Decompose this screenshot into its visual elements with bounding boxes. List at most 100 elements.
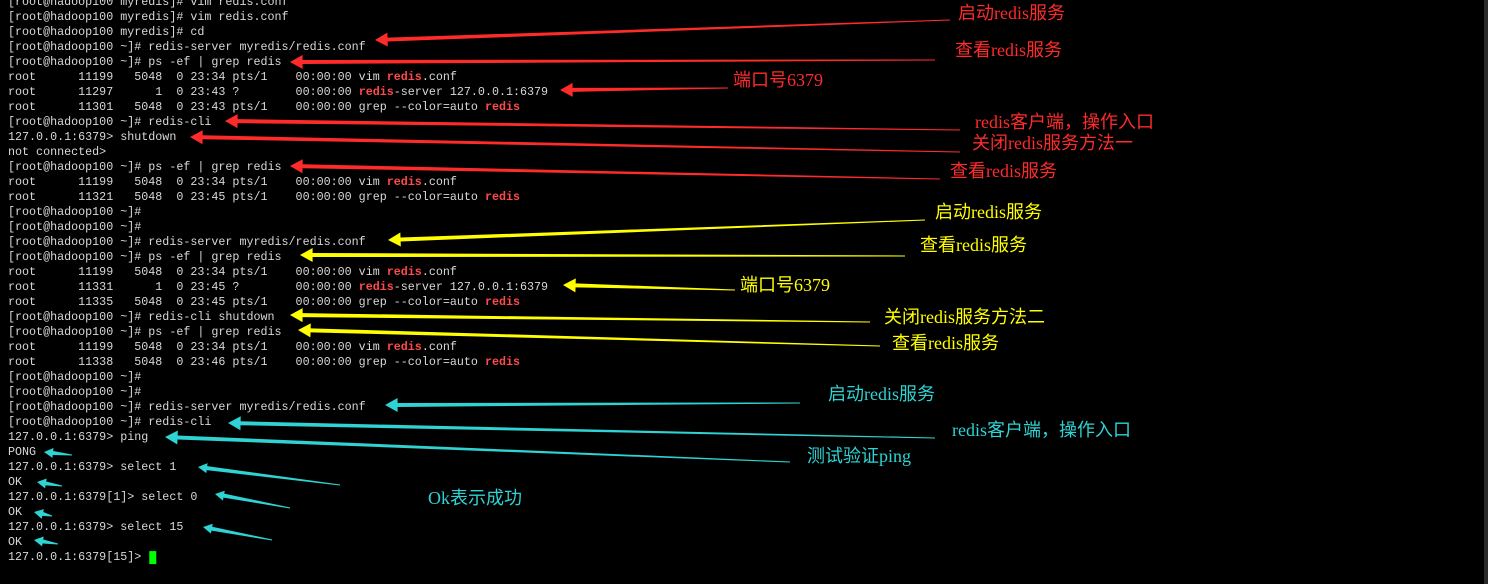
line-text: -server 127.0.0.1:6379 — [394, 85, 548, 99]
highlight: redis — [359, 280, 394, 294]
terminal-line: [root@hadoop100 ~]# redis-cli — [8, 115, 211, 129]
terminal-line: 127.0.0.1:6379[1]> select 0 — [8, 490, 197, 504]
line-text: root 11331 1 0 23:45 ? 00:00:00 — [8, 280, 359, 294]
highlight: redis — [359, 85, 394, 99]
arrow — [215, 490, 291, 509]
line-text: [root@hadoop100 ~]# redis-cli shutdown — [8, 310, 275, 324]
terminal-line: root 11199 5048 0 23:34 pts/1 00:00:00 v… — [8, 340, 457, 354]
terminal-line: [root@hadoop100 myredis]# vim redis.conf — [8, 10, 289, 24]
annotation: 查看redis服务 — [892, 333, 999, 353]
line-text: root 11335 5048 0 23:45 pts/1 00:00:00 g… — [8, 295, 485, 309]
terminal-line: [root@hadoop100 ~]# ps -ef | grep redis — [8, 160, 282, 174]
line-text: OK — [8, 535, 22, 549]
terminal-line: [root@hadoop100 myredis]# cd — [8, 25, 204, 39]
line-text: 127.0.0.1:6379[1]> select 0 — [8, 490, 197, 504]
terminal-line: 127.0.0.1:6379> shutdown — [8, 130, 176, 144]
line-text: 127.0.0.1:6379[15]> — [8, 550, 148, 564]
annotation: 端口号6379 — [733, 70, 823, 90]
line-text: [root@hadoop100 myredis]# vim redis.conf — [8, 0, 289, 9]
terminal-line: OK — [8, 535, 22, 549]
terminal-line: 127.0.0.1:6379> select 15 — [8, 520, 183, 534]
annotation: 关闭redis服务方法一 — [972, 133, 1133, 153]
line-text: OK — [8, 475, 22, 489]
line-text: [root@hadoop100 ~]# redis-server myredis… — [8, 235, 366, 249]
terminal-line: [root@hadoop100 myredis]# vim redis.conf — [8, 0, 289, 9]
line-text: [root@hadoop100 ~]# ps -ef | grep redis — [8, 55, 282, 69]
terminal-line: root 11301 5048 0 23:43 pts/1 00:00:00 g… — [8, 100, 520, 114]
terminal-line: 127.0.0.1:6379[15]> — [8, 550, 148, 564]
line-text: 127.0.0.1:6379> select 1 — [8, 460, 176, 474]
terminal-line: [root@hadoop100 ~]# ps -ef | grep redis — [8, 325, 282, 339]
line-text: [root@hadoop100 myredis]# vim redis.conf — [8, 10, 289, 24]
line-text: .conf — [422, 70, 457, 84]
line-text: root 11199 5048 0 23:34 pts/1 00:00:00 v… — [8, 265, 387, 279]
line-text: [root@hadoop100 ~]# — [8, 220, 141, 234]
line-text: not connected> — [8, 145, 106, 159]
annotation: 启动redis服务 — [958, 3, 1065, 23]
terminal-line: root 11335 5048 0 23:45 pts/1 00:00:00 g… — [8, 295, 520, 309]
arrow — [44, 447, 73, 458]
terminal-line: root 11199 5048 0 23:34 pts/1 00:00:00 v… — [8, 265, 457, 279]
terminal-line: [root@hadoop100 ~]# — [8, 220, 141, 234]
arrow — [563, 278, 736, 293]
annotation: 查看redis服务 — [920, 235, 1027, 255]
terminal-line: [root@hadoop100 ~]# — [8, 205, 141, 219]
annotation: redis客户端，操作入口 — [975, 112, 1154, 132]
arrow — [228, 416, 936, 439]
terminal-line: PONG — [8, 445, 36, 459]
line-text: .conf — [422, 340, 457, 354]
arrow — [37, 478, 63, 489]
line-text: root 11199 5048 0 23:34 pts/1 00:00:00 v… — [8, 175, 387, 189]
line-text: [root@hadoop100 ~]# redis-server myredis… — [8, 400, 366, 414]
arrow — [225, 114, 961, 131]
terminal-line: not connected> — [8, 145, 106, 159]
arrow — [198, 463, 341, 486]
scrollbar — [1484, 0, 1488, 584]
terminal-line: root 11199 5048 0 23:34 pts/1 00:00:00 v… — [8, 70, 457, 84]
annotation: redis客户端，操作入口 — [952, 420, 1131, 440]
arrow — [165, 430, 791, 463]
arrow — [34, 509, 53, 519]
arrow — [34, 536, 59, 547]
terminal-line: [root@hadoop100 ~]# — [8, 370, 141, 384]
line-text: root 11199 5048 0 23:34 pts/1 00:00:00 v… — [8, 340, 387, 354]
highlight: redis — [387, 175, 422, 189]
arrow — [375, 19, 951, 47]
line-text: [root@hadoop100 ~]# — [8, 385, 141, 399]
highlight: redis — [387, 265, 422, 279]
arrow — [388, 219, 926, 247]
line-text: .conf — [422, 265, 457, 279]
line-text: [root@hadoop100 ~]# ps -ef | grep redis — [8, 250, 282, 264]
terminal-line: OK — [8, 505, 22, 519]
cursor — [149, 551, 157, 565]
terminal-line: root 11338 5048 0 23:46 pts/1 00:00:00 g… — [8, 355, 520, 369]
line-text: root 11338 5048 0 23:46 pts/1 00:00:00 g… — [8, 355, 485, 369]
line-text: root 11297 1 0 23:43 ? 00:00:00 — [8, 85, 359, 99]
line-text: 127.0.0.1:6379> select 15 — [8, 520, 183, 534]
annotation: 关闭redis服务方法二 — [884, 307, 1045, 327]
arrow — [290, 159, 941, 180]
terminal-line: root 11331 1 0 23:45 ? 00:00:00 redis-se… — [8, 280, 548, 294]
annotation: 端口号6379 — [740, 275, 830, 295]
line-text: 127.0.0.1:6379> ping — [8, 430, 148, 444]
arrow — [290, 54, 936, 69]
arrow — [385, 397, 801, 412]
line-text: 127.0.0.1:6379> shutdown — [8, 130, 176, 144]
highlight: redis — [485, 100, 520, 114]
terminal-line: root 11321 5048 0 23:45 pts/1 00:00:00 g… — [8, 190, 520, 204]
line-text: root 11321 5048 0 23:45 pts/1 00:00:00 g… — [8, 190, 485, 204]
annotation: 查看redis服务 — [950, 161, 1057, 181]
terminal-line: 127.0.0.1:6379> select 1 — [8, 460, 176, 474]
highlight: redis — [485, 190, 520, 204]
annotation: 查看redis服务 — [955, 40, 1062, 60]
line-text: [root@hadoop100 ~]# ps -ef | grep redis — [8, 160, 282, 174]
terminal-line: [root@hadoop100 ~]# redis-cli — [8, 415, 211, 429]
arrow — [203, 523, 273, 541]
line-text: [root@hadoop100 ~]# redis-server myredis… — [8, 40, 366, 54]
terminal-line: [root@hadoop100 ~]# redis-server myredis… — [8, 40, 366, 54]
line-text: [root@hadoop100 ~]# redis-cli — [8, 415, 211, 429]
line-text: .conf — [422, 175, 457, 189]
line-text: root 11199 5048 0 23:34 pts/1 00:00:00 v… — [8, 70, 387, 84]
